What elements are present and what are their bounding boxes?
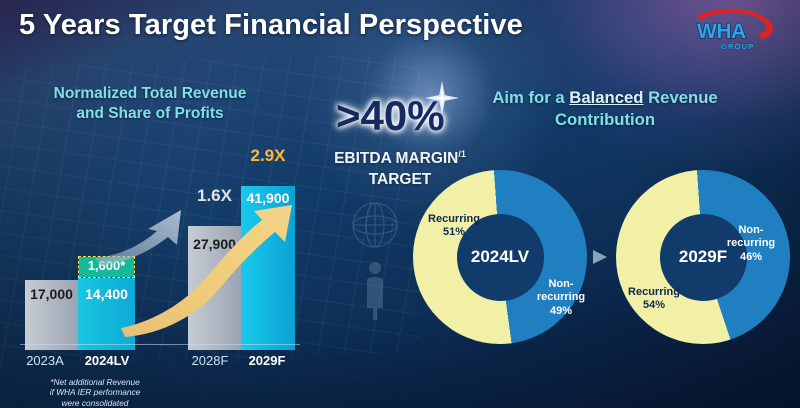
svg-text:WHA: WHA (697, 20, 746, 43)
svg-text:GROUP: GROUP (721, 42, 755, 51)
